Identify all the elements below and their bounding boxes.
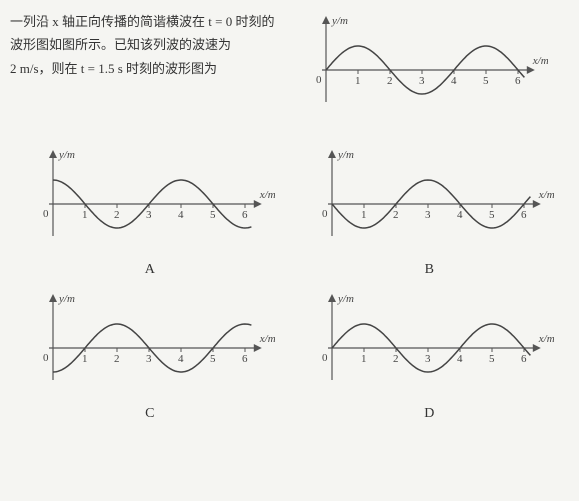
- q-line1: 一列沿 x 轴正向传播的简谐横波在 t = 0 时刻的: [10, 14, 274, 29]
- option-d-chart: 0 1 2 3 4 5 6 y/m x/m: [304, 288, 554, 402]
- svg-text:0: 0: [43, 208, 49, 220]
- svg-text:x/m: x/m: [538, 189, 554, 201]
- svg-text:x/m: x/m: [532, 55, 548, 67]
- option-b-chart: 0 1 2 3 4 5 6 y/m x/m: [304, 144, 554, 258]
- svg-text:0: 0: [43, 352, 49, 364]
- svg-text:2: 2: [393, 209, 399, 221]
- svg-text:4: 4: [451, 75, 457, 87]
- svg-text:y/m: y/m: [337, 149, 354, 161]
- svg-text:1: 1: [82, 209, 88, 221]
- option-c-label: C: [25, 406, 275, 422]
- svg-text:y/m: y/m: [58, 293, 75, 305]
- option-d-label: D: [304, 406, 554, 422]
- svg-text:4: 4: [178, 353, 184, 365]
- svg-text:x/m: x/m: [259, 333, 275, 345]
- svg-text:3: 3: [146, 209, 152, 221]
- svg-text:1: 1: [82, 353, 88, 365]
- svg-text:6: 6: [521, 353, 527, 365]
- option-a-label: A: [25, 262, 275, 278]
- svg-text:3: 3: [146, 353, 152, 365]
- main-chart: 0 1 2 3 4 5 6 y/m x/m: [298, 10, 548, 124]
- q-line2: 波形图如图所示。已知该列波的波速为: [10, 37, 231, 52]
- option-b-label: B: [304, 262, 554, 278]
- svg-text:4: 4: [457, 209, 463, 221]
- svg-text:5: 5: [210, 353, 216, 365]
- svg-text:1: 1: [361, 353, 367, 365]
- svg-text:2: 2: [393, 353, 399, 365]
- svg-text:1: 1: [355, 75, 361, 87]
- svg-text:y/m: y/m: [331, 15, 348, 27]
- svg-text:2: 2: [114, 209, 120, 221]
- svg-text:x/m: x/m: [538, 333, 554, 345]
- svg-text:6: 6: [515, 75, 521, 87]
- svg-text:1: 1: [361, 209, 367, 221]
- svg-text:y/m: y/m: [337, 293, 354, 305]
- svg-text:6: 6: [521, 209, 527, 221]
- svg-text:3: 3: [419, 75, 425, 87]
- question-text: 一列沿 x 轴正向传播的简谐横波在 t = 0 时刻的 波形图如图所示。已知该列…: [10, 10, 298, 80]
- svg-text:2: 2: [387, 75, 393, 87]
- svg-text:5: 5: [489, 209, 495, 221]
- svg-text:4: 4: [178, 209, 184, 221]
- svg-text:0: 0: [322, 208, 328, 220]
- svg-text:x/m: x/m: [259, 189, 275, 201]
- svg-text:6: 6: [242, 353, 248, 365]
- svg-text:0: 0: [322, 352, 328, 364]
- svg-text:y/m: y/m: [58, 149, 75, 161]
- svg-text:6: 6: [242, 209, 248, 221]
- svg-text:5: 5: [210, 209, 216, 221]
- svg-text:3: 3: [425, 209, 431, 221]
- svg-text:0: 0: [316, 74, 322, 86]
- svg-text:5: 5: [489, 353, 495, 365]
- svg-text:4: 4: [457, 353, 463, 365]
- option-c-chart: 0 1 2 3 4 5 6 y/m x/m: [25, 288, 275, 402]
- option-a-chart: 0 1 2 3 4 5 6 y/m x/m: [25, 144, 275, 258]
- svg-text:2: 2: [114, 353, 120, 365]
- svg-text:3: 3: [425, 353, 431, 365]
- svg-text:5: 5: [483, 75, 489, 87]
- q-line3: 2 m/s，则在 t = 1.5 s 时刻的波形图为: [10, 61, 217, 76]
